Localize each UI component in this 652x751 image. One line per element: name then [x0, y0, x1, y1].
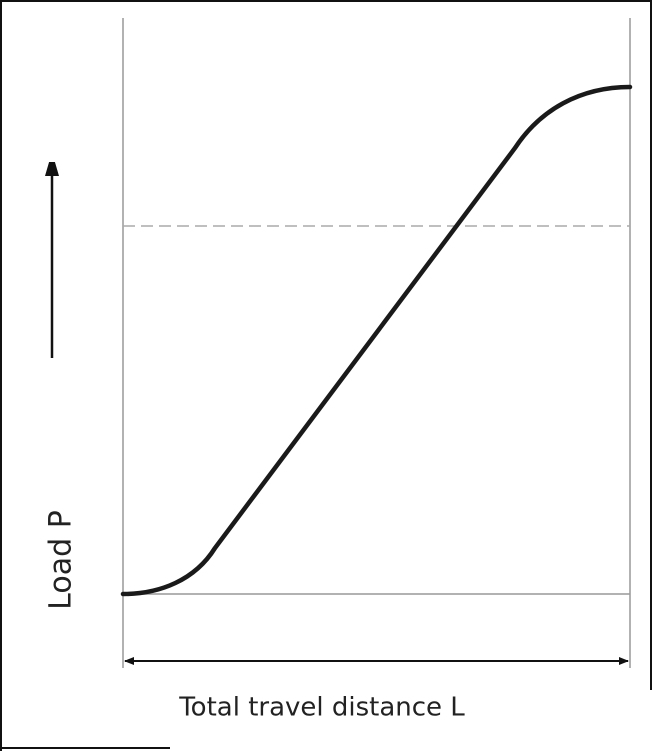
y-axis-label: Load P — [44, 510, 79, 610]
x-axis-label: Total travel distance L — [178, 693, 465, 723]
load-curve — [120, 84, 633, 597]
